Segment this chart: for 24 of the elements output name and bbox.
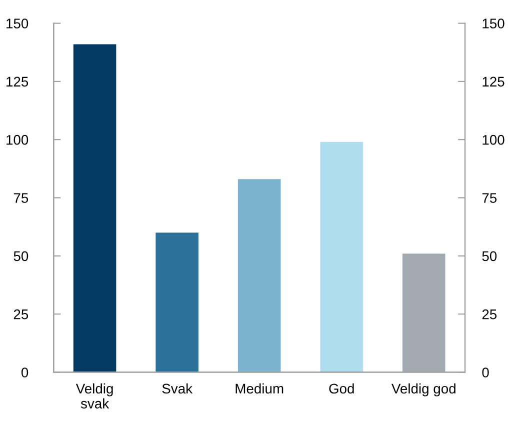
y2-tick-label: 75 [482,193,497,203]
y-tick-label: 100 [6,134,28,145]
y2-tick-label: 0 [482,368,489,378]
bar [402,254,446,372]
x-tick-label: Svak [162,383,193,394]
y2-tick-label: 150 [482,18,504,28]
x-tick-label: Medium [236,383,284,394]
y-tick-label: 50 [14,251,28,262]
y2-tick-label: 125 [482,76,504,87]
y-tick-label: 150 [6,18,28,28]
x-tick-label: Veldig svak [76,383,113,409]
y-tick-label: 75 [14,193,28,203]
y-tick-label: 0 [21,368,28,378]
bar [73,44,116,372]
y2-tick-label: 50 [482,251,497,262]
x-tick-label: Veldig god [392,383,456,396]
y-tick-label: 25 [14,309,28,320]
bar [320,142,363,372]
y2-tick-label: 100 [482,134,504,145]
y2-tick-label: 25 [482,309,497,320]
x-tick-label: God [329,383,354,394]
bar [156,232,198,372]
bar [238,179,281,372]
y-tick-label: 125 [6,76,28,87]
